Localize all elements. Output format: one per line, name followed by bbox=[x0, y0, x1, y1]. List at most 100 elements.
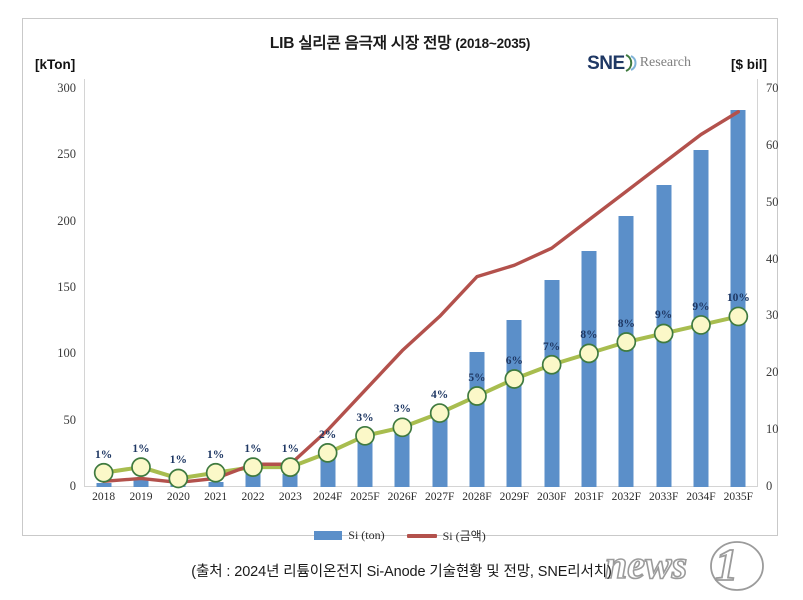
share-marker-2020 bbox=[168, 468, 189, 489]
left-y-tick-300: 300 bbox=[57, 81, 76, 95]
bar-2029F bbox=[496, 89, 533, 487]
chart-frame: LIB 실리콘 음극재 시장 전망 (2018~2035) [kTon] [$ … bbox=[22, 18, 779, 543]
sne-arc-icon bbox=[622, 53, 639, 73]
bar-2026F bbox=[384, 89, 421, 487]
legend-line-swatch-icon bbox=[406, 533, 437, 538]
legend-label: Si (금액) bbox=[442, 529, 486, 543]
bar-2031F bbox=[570, 89, 607, 487]
share-line bbox=[101, 314, 741, 481]
share-label-2031F: 8% bbox=[580, 329, 598, 342]
share-marker-2018 bbox=[93, 462, 114, 483]
bar-rect bbox=[357, 436, 373, 487]
right-axis-line bbox=[757, 79, 758, 487]
legend-bar-swatch-icon bbox=[314, 531, 343, 540]
share-label-2019: 1% bbox=[132, 443, 150, 456]
x-tick-2023: 2023 bbox=[278, 491, 302, 503]
share-marker-2021 bbox=[205, 462, 226, 483]
bar-2030F bbox=[533, 89, 570, 487]
legend-label: Si (ton) bbox=[348, 528, 385, 542]
x-tick-2030F: 2030F bbox=[536, 491, 567, 503]
x-tick-2035F: 2035F bbox=[723, 491, 754, 503]
share-label-2027F: 4% bbox=[431, 389, 449, 402]
left-y-tick-50: 50 bbox=[63, 412, 77, 427]
share-label-2024F: 2% bbox=[319, 428, 337, 441]
value-line bbox=[101, 110, 741, 485]
share-label-2023: 1% bbox=[281, 443, 299, 456]
right-y-tick-0: 0 bbox=[766, 479, 773, 493]
share-label-2021: 1% bbox=[207, 448, 225, 461]
share-label-2032F: 8% bbox=[617, 318, 635, 330]
right-y-tick-40: 40 bbox=[766, 251, 779, 266]
x-tick-2026F: 2026F bbox=[387, 491, 418, 503]
share-marker-2022 bbox=[243, 457, 263, 477]
bar-2019 bbox=[122, 89, 159, 487]
right-axis-unit: [$ bil] bbox=[731, 57, 767, 72]
share-marker-2025F bbox=[355, 425, 375, 446]
left-y-tick-250: 250 bbox=[57, 147, 76, 162]
x-tick-2033F: 2033F bbox=[648, 491, 679, 503]
x-tick-2024F: 2024F bbox=[312, 491, 343, 503]
bar-rect bbox=[730, 110, 746, 487]
share-label-2035F: 10% bbox=[726, 292, 750, 305]
legend-item[interactable]: Si (금액) bbox=[406, 527, 486, 544]
bar-2018 bbox=[85, 89, 122, 487]
share-marker-2033F bbox=[653, 323, 674, 344]
bar-rect bbox=[544, 280, 560, 487]
chart-title-years: (2018~2035) bbox=[455, 36, 531, 51]
x-tick-2025F: 2025F bbox=[350, 491, 380, 503]
legend-item[interactable]: Si (ton) bbox=[314, 528, 385, 543]
line-series-overlay bbox=[93, 110, 749, 489]
right-y-tick-20: 20 bbox=[766, 365, 779, 380]
bar-rect bbox=[133, 480, 149, 487]
right-y-tick-60: 60 bbox=[766, 137, 779, 152]
x-tick-2034F: 2034F bbox=[686, 491, 716, 503]
x-axis-ticks: 2018 2019 2020 2021 2022 2023 2024F 2025F 2026F 2… bbox=[85, 491, 757, 511]
x-axis-line bbox=[85, 486, 757, 487]
share-marker-2027F bbox=[429, 403, 450, 423]
source-caption: (출처 : 2024년 리튬이온전지 Si-Anode 기술현황 및 전망, S… bbox=[191, 564, 612, 580]
share-marker-2024F bbox=[317, 443, 338, 463]
bar-rect bbox=[469, 351, 485, 487]
right-y-tick-30: 30 bbox=[766, 308, 779, 323]
bar-2025F bbox=[346, 89, 383, 487]
bar-rect bbox=[96, 483, 112, 487]
share-label-2028F: 5% bbox=[468, 372, 486, 385]
share-label-2026F: 3% bbox=[393, 403, 411, 416]
bar-series bbox=[85, 89, 757, 487]
bar-2021 bbox=[197, 89, 234, 487]
share-label-2033F: 9% bbox=[655, 309, 673, 322]
share-marker-2026F bbox=[392, 417, 413, 438]
share-label-2020: 1% bbox=[169, 454, 187, 467]
x-tick-2021: 2021 bbox=[204, 491, 228, 503]
left-axis-unit: [kTon] bbox=[35, 57, 76, 72]
bar-rect bbox=[208, 481, 224, 487]
bar-rect bbox=[394, 429, 410, 487]
right-y-tick-10: 10 bbox=[766, 422, 779, 437]
share-label-2018: 1% bbox=[95, 448, 113, 461]
left-y-tick-0: 0 bbox=[69, 479, 76, 493]
share-marker-2030F bbox=[541, 354, 562, 375]
x-tick-2020: 2020 bbox=[166, 491, 190, 503]
page-title: LIB 실리콘 음극재 시장 전망 (2018~2035) bbox=[23, 31, 777, 53]
bar-2023 bbox=[272, 89, 309, 487]
bar-2027F bbox=[421, 89, 458, 487]
share-marker-2032F bbox=[616, 332, 637, 352]
share-label-2029F: 6% bbox=[505, 354, 523, 367]
share-marker-2029F bbox=[504, 369, 525, 389]
x-tick-2019: 2019 bbox=[129, 491, 153, 503]
bar-rect bbox=[432, 412, 448, 487]
bar-rect bbox=[506, 319, 522, 487]
plot-area: 1% 1% 1% 1% 1% 1% 2% 3% 3% 4% 5% 6% 7% 8% 8% 9% 9% 10% 0 5… bbox=[57, 79, 779, 493]
left-axis-line bbox=[84, 79, 85, 487]
sne-research-logo: SNE Research bbox=[587, 52, 691, 74]
left-y-tick-200: 200 bbox=[57, 213, 76, 228]
x-tick-2028F: 2028F bbox=[462, 491, 492, 503]
share-marker-2019 bbox=[131, 457, 151, 477]
chart-legend: Si (ton) Si (금액) bbox=[23, 527, 777, 544]
left-y-tick-100: 100 bbox=[57, 346, 76, 361]
share-marker-2034F bbox=[691, 315, 711, 335]
share-marker-2028F bbox=[467, 386, 487, 406]
x-tick-2018: 2018 bbox=[92, 491, 116, 503]
x-tick-2022: 2022 bbox=[241, 491, 265, 503]
